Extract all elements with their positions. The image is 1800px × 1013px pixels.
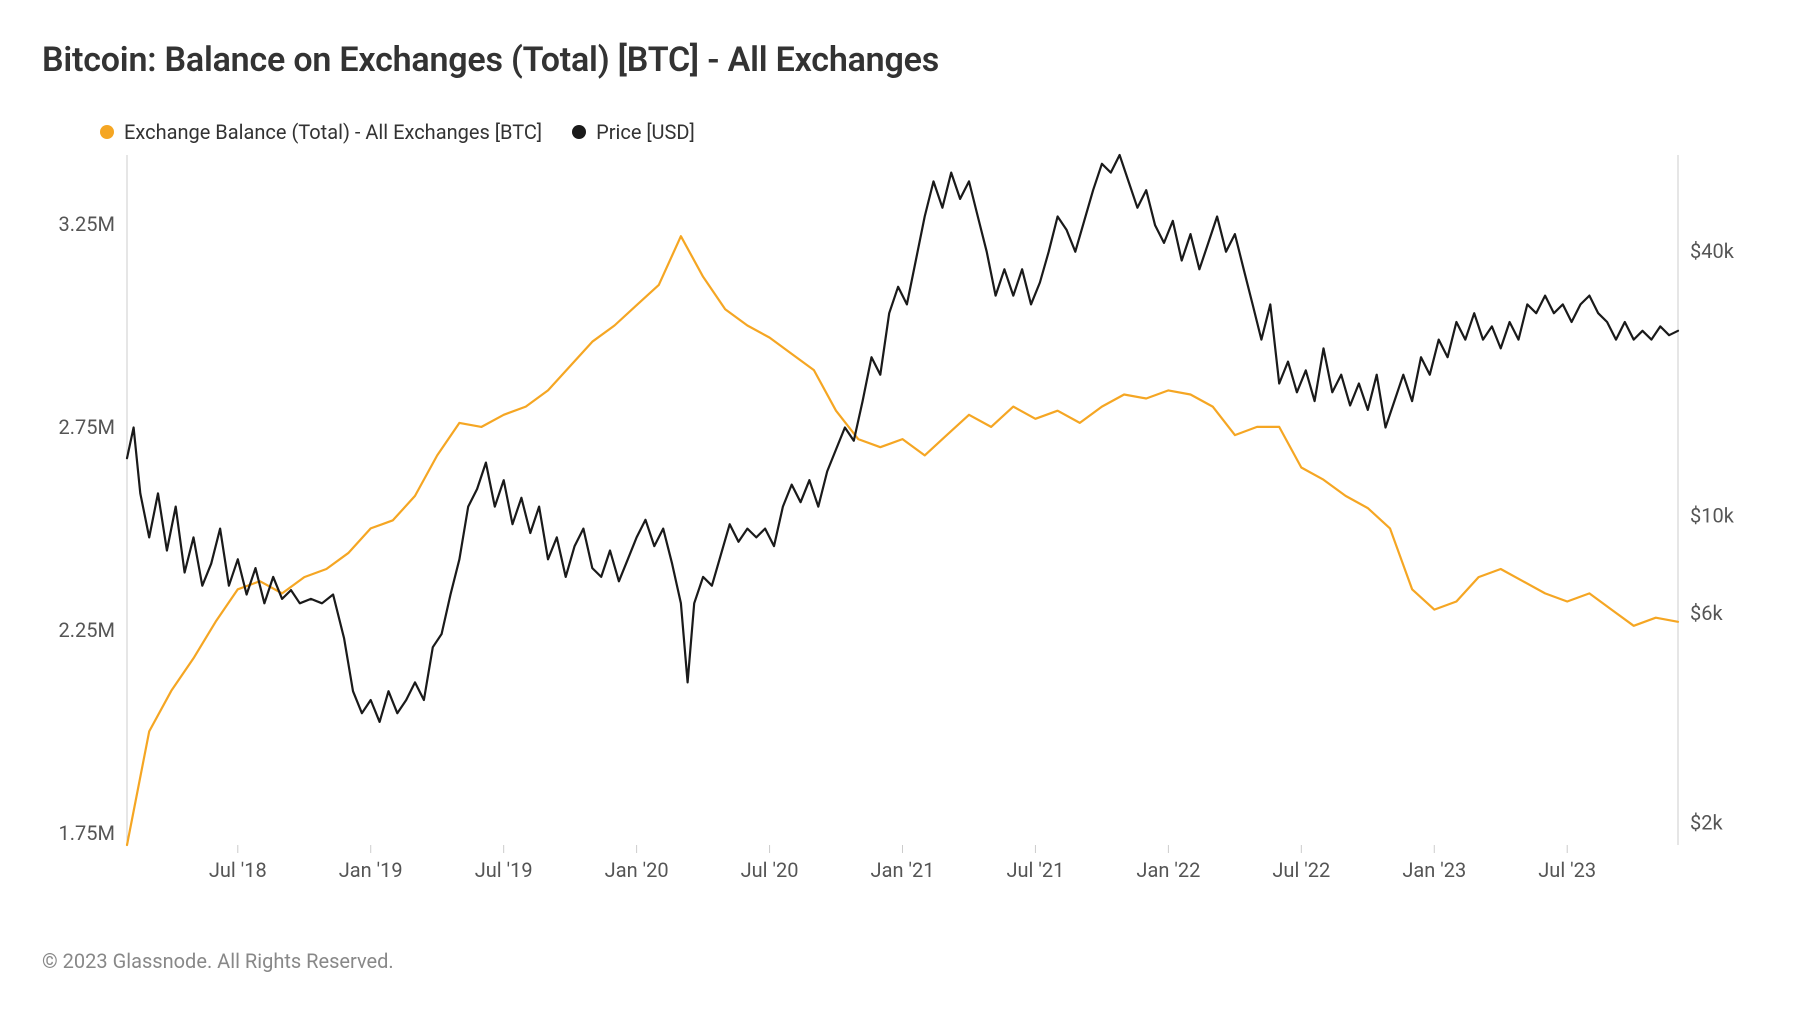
svg-text:2.75M: 2.75M — [59, 415, 115, 439]
svg-text:Jan '19: Jan '19 — [339, 858, 403, 882]
svg-text:$2k: $2k — [1690, 811, 1723, 835]
chart-footer: © 2023 Glassnode. All Rights Reserved. — [42, 949, 394, 973]
chart-svg: 1.75M 2.25M 2.75M 3.25M $2k $6k $10k $40k Jul '1… — [42, 155, 1758, 900]
legend-dot-price — [572, 125, 586, 139]
svg-text:Jul '23: Jul '23 — [1538, 858, 1596, 882]
chart-legend: Exchange Balance (Total) - All Exchanges… — [100, 120, 695, 144]
legend-label-price: Price [USD] — [596, 120, 695, 144]
svg-text:Jul '18: Jul '18 — [209, 858, 267, 882]
legend-label-balance: Exchange Balance (Total) - All Exchanges… — [124, 120, 542, 144]
svg-text:1.75M: 1.75M — [59, 821, 115, 845]
svg-text:$40k: $40k — [1690, 239, 1735, 263]
svg-text:Jan '21: Jan '21 — [871, 858, 935, 882]
legend-item-price: Price [USD] — [572, 120, 695, 144]
svg-text:Jul '21: Jul '21 — [1007, 858, 1065, 882]
svg-text:Jan '22: Jan '22 — [1136, 858, 1200, 882]
svg-text:Jul '22: Jul '22 — [1272, 858, 1330, 882]
svg-text:3.25M: 3.25M — [59, 212, 115, 236]
chart-plot: 1.75M 2.25M 2.75M 3.25M $2k $6k $10k $40k Jul '1… — [42, 155, 1758, 900]
chart-title: Bitcoin: Balance on Exchanges (Total) [B… — [42, 40, 939, 80]
legend-item-balance: Exchange Balance (Total) - All Exchanges… — [100, 120, 542, 144]
svg-text:2.25M: 2.25M — [59, 618, 115, 642]
svg-text:Jul '20: Jul '20 — [741, 858, 799, 882]
svg-text:Jan '23: Jan '23 — [1402, 858, 1466, 882]
svg-text:$6k: $6k — [1690, 601, 1723, 625]
svg-text:$10k: $10k — [1690, 503, 1735, 527]
svg-text:Jan '20: Jan '20 — [605, 858, 669, 882]
legend-dot-balance — [100, 125, 114, 139]
svg-text:Jul '19: Jul '19 — [475, 858, 533, 882]
